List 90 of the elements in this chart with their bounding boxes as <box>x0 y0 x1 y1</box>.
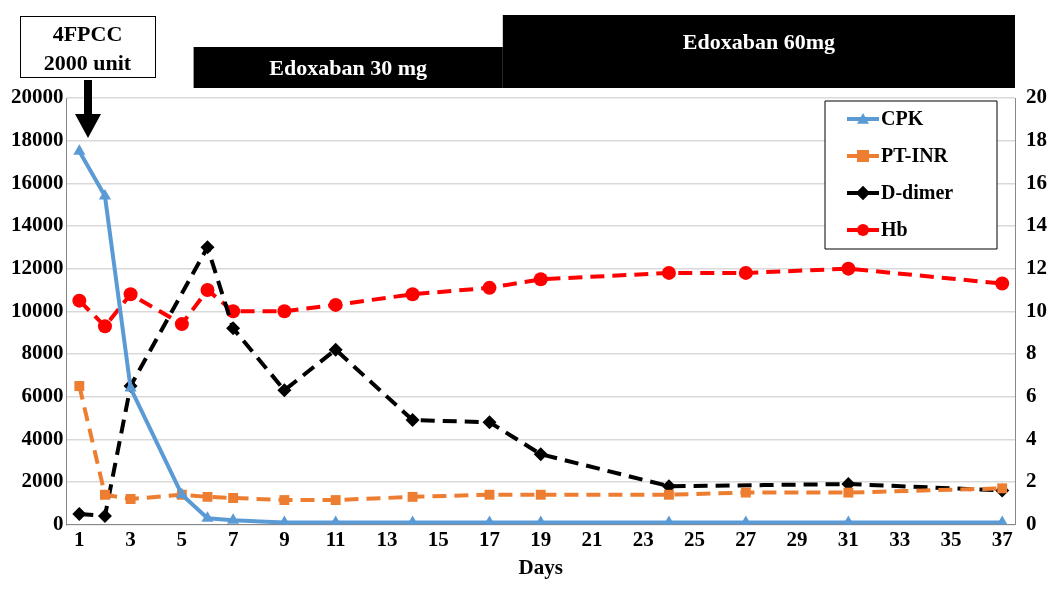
point <box>995 276 1010 291</box>
x-tick-label: 13 <box>376 526 398 551</box>
point <box>328 342 343 357</box>
y2-tick-label: 4 <box>1026 425 1037 450</box>
legend-label: Hb <box>881 218 908 241</box>
legend-label: CPK <box>881 107 924 130</box>
point <box>123 287 138 302</box>
point <box>277 383 292 398</box>
point <box>200 240 215 255</box>
y-tick-label: 16000 <box>11 169 64 194</box>
y2-tick-label: 2 <box>1026 468 1037 493</box>
point <box>72 293 87 308</box>
x-tick-label: 5 <box>176 526 188 551</box>
point <box>201 511 214 522</box>
y-tick-label: 0 <box>53 511 64 536</box>
point <box>405 287 420 302</box>
y-tick-label: 6000 <box>21 383 64 408</box>
point <box>661 265 676 280</box>
x-tick-label: 29 <box>786 526 808 551</box>
point <box>174 317 189 332</box>
x-tick-label: 9 <box>279 526 290 551</box>
point <box>407 491 418 502</box>
point <box>841 261 856 276</box>
y2-tick-label: 14 <box>1026 212 1048 237</box>
x-tick-label: 23 <box>632 526 654 551</box>
y-tick-label: 4000 <box>21 425 64 450</box>
y2-tick-label: 16 <box>1026 169 1047 194</box>
y2-tick-label: 8 <box>1026 340 1037 365</box>
point <box>125 494 136 504</box>
point <box>73 144 86 155</box>
x-tick-label: 11 <box>325 526 346 551</box>
x-tick-label: 37 <box>991 526 1013 551</box>
x-tick-label: 35 <box>940 526 962 551</box>
point <box>405 413 420 428</box>
x-tick-label: 21 <box>581 526 603 551</box>
x-tick-label: 25 <box>684 526 706 551</box>
point <box>277 304 292 319</box>
point <box>202 491 213 502</box>
legend-label: PT-INR <box>881 144 949 167</box>
x-tick-label: 7 <box>227 526 239 551</box>
x-tick-label: 1 <box>74 526 85 551</box>
y-tick-label: 20000 <box>11 84 64 109</box>
point <box>535 489 546 500</box>
point <box>226 321 241 336</box>
x-tick-label: 15 <box>427 526 449 551</box>
y2-tick-label: 6 <box>1026 383 1037 408</box>
point <box>227 513 240 524</box>
point <box>533 447 548 462</box>
y-tick-label: 18000 <box>11 127 64 152</box>
y-tick-label: 2000 <box>21 468 64 493</box>
point <box>72 506 87 521</box>
text: Edoxaban 30 mg <box>269 55 428 81</box>
y-tick-label: 10000 <box>11 297 64 322</box>
point <box>482 280 497 295</box>
x-tick-label: 33 <box>889 526 911 551</box>
x-tick-label: 17 <box>478 526 500 551</box>
point <box>328 297 343 312</box>
y2-tick-label: 0 <box>1026 511 1037 536</box>
point <box>997 483 1008 494</box>
point <box>740 487 751 498</box>
point <box>663 489 674 500</box>
y-tick-label: 12000 <box>11 255 64 280</box>
point <box>97 319 112 334</box>
point <box>279 495 290 506</box>
point <box>330 495 341 506</box>
x-tick-label: 27 <box>735 526 757 551</box>
x-tick-label: 31 <box>837 526 859 551</box>
point <box>484 489 495 500</box>
point <box>228 492 239 503</box>
legend-label: D-dimer <box>881 181 954 204</box>
point <box>98 189 112 200</box>
point <box>100 489 110 500</box>
point <box>200 282 215 297</box>
point <box>97 509 112 524</box>
y-tick-label: 8000 <box>21 340 64 365</box>
point <box>74 381 85 391</box>
text: 4FPCC 2000 unit <box>19 16 156 78</box>
point <box>843 487 854 498</box>
text: Edoxaban 60mg <box>682 29 836 55</box>
x-tick-label: 3 <box>125 526 136 551</box>
point <box>738 265 753 280</box>
y2-tick-label: 10 <box>1026 297 1047 322</box>
x-tick-label: 19 <box>530 526 552 551</box>
y2-tick-label: 12 <box>1026 255 1047 280</box>
point <box>533 272 548 287</box>
y2-tick-label: 18 <box>1026 127 1047 152</box>
y-tick-label: 14000 <box>11 212 64 237</box>
x-axis-title: Days <box>518 554 563 579</box>
y2-tick-label: 20 <box>1026 84 1047 109</box>
point <box>482 415 497 430</box>
